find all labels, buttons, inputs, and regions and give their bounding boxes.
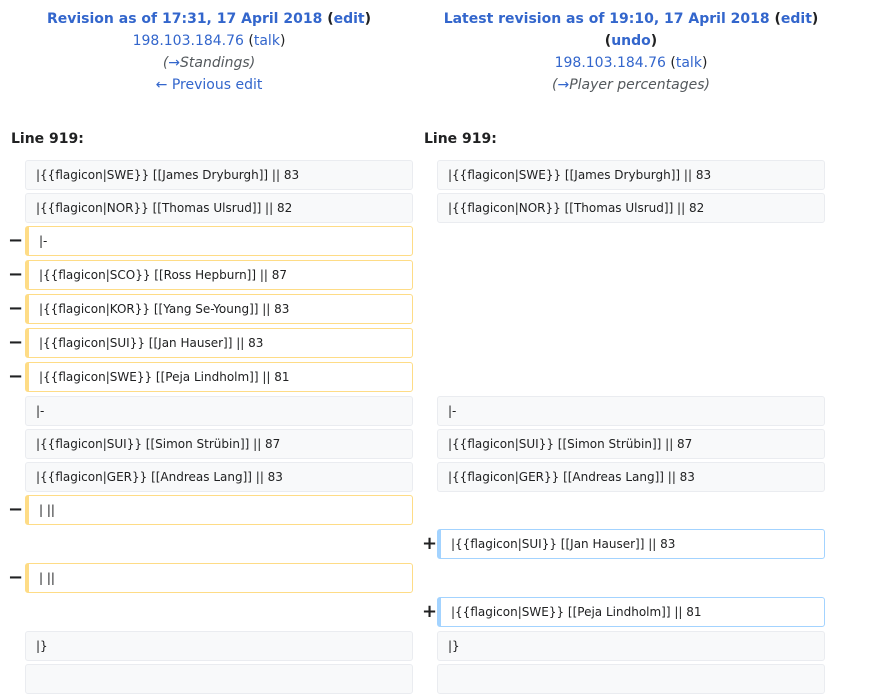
context-line-left: |{{flagicon|SUI}} [[Simon Strübin]] || 8… [25, 429, 413, 459]
added-line-marker: + [422, 601, 438, 622]
new-edit-summary: (→Player percentages) [552, 77, 710, 93]
deleted-line: |{{flagicon|KOR}} [[Yang Se-Young]] || 8… [25, 294, 413, 324]
deleted-line-marker: − [8, 230, 24, 251]
context-line-left: |{{flagicon|SWE}} [[James Dryburgh]] || … [25, 160, 413, 190]
context-line-left: |{{flagicon|NOR}} [[Thomas Ulsrud]] || 8… [25, 193, 413, 223]
deleted-line: |- [25, 226, 413, 256]
new-revision-title-line: Latest revision as of 19:10, 17 April 20… [443, 11, 819, 27]
deleted-line: | || [25, 563, 413, 593]
context-line-right [437, 664, 825, 694]
added-line: |{{flagicon|SUI}} [[Jan Hauser]] || 83 [437, 529, 825, 559]
deleted-line-marker: − [8, 567, 24, 588]
context-line-left: |- [25, 396, 413, 426]
context-line-right: |} [437, 631, 825, 661]
old-edit-summary: (→Standings) [162, 55, 256, 71]
deleted-line: |{{flagicon|SWE}} [[Peja Lindholm]] || 8… [25, 362, 413, 392]
old-revision-header: Revision as of 17:31, 17 April 2018 (edi… [10, 8, 408, 96]
added-line: |{{flagicon|SWE}} [[Peja Lindholm]] || 8… [437, 597, 825, 627]
new-talk-link[interactable]: talk [675, 55, 702, 71]
context-line-right: |{{flagicon|SWE}} [[James Dryburgh]] || … [437, 160, 825, 190]
old-revision-user-line: 198.103.184.76 (talk) [132, 33, 286, 49]
context-line-left: |{{flagicon|GER}} [[Andreas Lang]] || 83 [25, 462, 413, 492]
old-revision-title-line: Revision as of 17:31, 17 April 2018 (edi… [46, 11, 372, 27]
old-talk-link[interactable]: talk [253, 33, 280, 49]
new-edit-link[interactable]: edit [780, 11, 812, 27]
deleted-line-marker: − [8, 499, 24, 520]
deleted-line-marker: − [8, 366, 24, 387]
new-revision-header: Latest revision as of 19:10, 17 April 20… [426, 8, 836, 96]
context-line-left: |} [25, 631, 413, 661]
old-summary-section-link[interactable]: → [168, 55, 181, 71]
deleted-line: | || [25, 495, 413, 525]
deleted-line: |{{flagicon|SCO}} [[Ross Hepburn]] || 87 [25, 260, 413, 290]
deleted-line-marker: − [8, 332, 24, 353]
context-line-right: |{{flagicon|SUI}} [[Simon Strübin]] || 8… [437, 429, 825, 459]
new-user-link[interactable]: 198.103.184.76 [554, 55, 666, 71]
previous-edit-link[interactable]: ← Previous edit [155, 77, 263, 93]
added-line-marker: + [422, 533, 438, 554]
undo-line: (undo) [604, 33, 658, 49]
undo-link[interactable]: undo [611, 33, 651, 49]
new-revision-link[interactable]: Latest revision as of 19:10, 17 April 20… [443, 11, 770, 27]
old-user-link[interactable]: 198.103.184.76 [132, 33, 244, 49]
context-line-left [25, 664, 413, 694]
old-edit-link[interactable]: edit [333, 11, 365, 27]
context-line-right: |{{flagicon|GER}} [[Andreas Lang]] || 83 [437, 462, 825, 492]
left-line-number: Line 919: [11, 131, 84, 147]
new-revision-user-line: 198.103.184.76 (talk) [554, 55, 708, 71]
new-summary-section-link[interactable]: → [557, 77, 570, 93]
deleted-line-marker: − [8, 298, 24, 319]
context-line-right: |- [437, 396, 825, 426]
deleted-line-marker: − [8, 264, 24, 285]
old-revision-link[interactable]: Revision as of 17:31, 17 April 2018 [46, 11, 323, 27]
context-line-right: |{{flagicon|NOR}} [[Thomas Ulsrud]] || 8… [437, 193, 825, 223]
right-line-number: Line 919: [424, 131, 497, 147]
deleted-line: |{{flagicon|SUI}} [[Jan Hauser]] || 83 [25, 328, 413, 358]
